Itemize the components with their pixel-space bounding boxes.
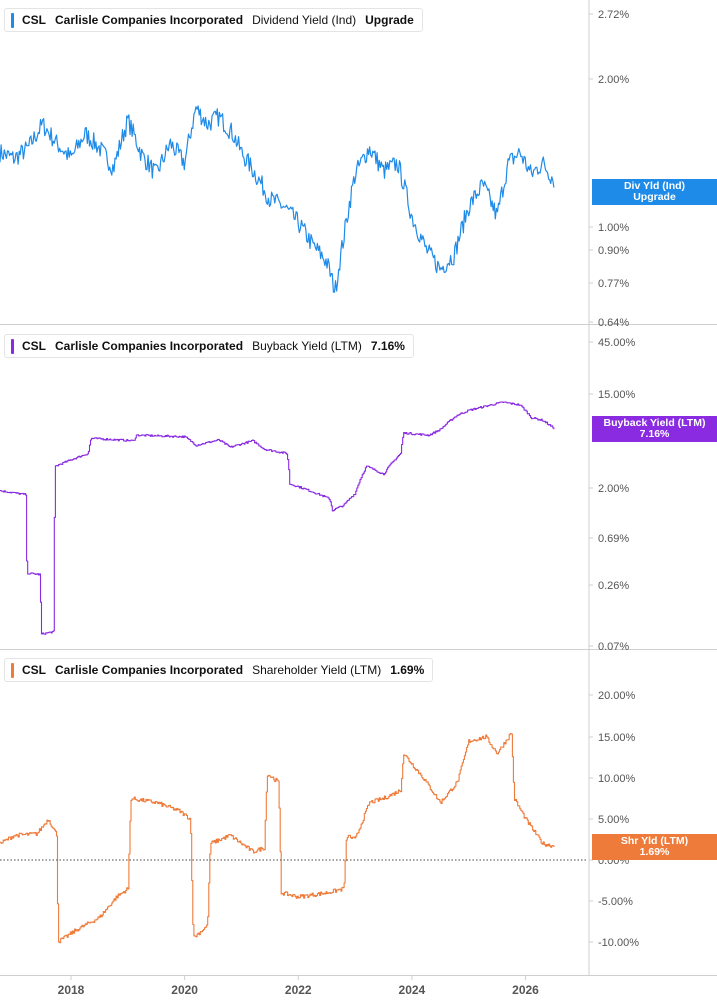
legend-ticker: CSL — [22, 663, 46, 677]
legend-swatch-dividend — [11, 12, 14, 28]
tag-label: Buyback Yield (LTM) — [603, 417, 706, 429]
y-tick-label: 1.00% — [598, 222, 629, 234]
y-tick-label: 0.69% — [598, 533, 629, 545]
legend-company: Carlisle Companies Incorporated — [55, 663, 244, 677]
legend-value: 1.69% — [390, 663, 425, 677]
y-tick-label: 0.26% — [598, 580, 629, 592]
x-tick-label: 2026 — [512, 983, 539, 997]
tag-shareholder: Shr Yld (LTM) 1.69% — [592, 834, 717, 860]
y-tick-label: 2.00% — [598, 483, 629, 495]
tag-label: Div Yld (Ind) — [623, 180, 686, 192]
legend-company: Carlisle Companies Incorporated — [55, 339, 244, 353]
legend-metric: Dividend Yield (Ind) — [252, 13, 357, 27]
tag-label: Shr Yld (LTM) — [620, 835, 689, 847]
x-axis: 2018 2020 2022 2024 2026 — [58, 975, 539, 997]
y-tick-label: 2.72% — [598, 9, 629, 21]
y-tick-label: 20.00% — [598, 690, 636, 702]
x-tick-label: 2022 — [285, 983, 312, 997]
tag-dividend: Div Yld (Ind) Upgrade — [592, 179, 717, 205]
legend-value[interactable]: Upgrade — [365, 13, 414, 27]
tag-value: 1.69% — [639, 846, 670, 858]
tag-buyback: Buyback Yield (LTM) 7.16% — [592, 416, 717, 442]
y-tick-label: -10.00% — [598, 937, 639, 949]
y-tick-label: 2.00% — [598, 74, 629, 86]
legend-metric: Shareholder Yield (LTM) — [252, 663, 382, 677]
legend-swatch-shareholder — [11, 662, 14, 678]
tag-value: 7.16% — [639, 428, 670, 440]
y-tick-label: 45.00% — [598, 337, 636, 349]
legend-swatch-buyback — [11, 338, 14, 354]
legend-metric: Buyback Yield (LTM) — [252, 339, 362, 353]
legend-buyback[interactable]: CSL Carlisle Companies Incorporated Buyb… — [4, 334, 414, 358]
x-tick-label: 2024 — [399, 983, 426, 997]
x-tick-label: 2018 — [58, 983, 85, 997]
y-tick-label: 15.00% — [598, 732, 636, 744]
y-tick-label: 10.00% — [598, 773, 636, 785]
y-tick-label: 0.90% — [598, 245, 629, 257]
x-tick-label: 2020 — [171, 983, 198, 997]
series-line-shareholder — [0, 733, 555, 944]
legend-dividend[interactable]: CSL Carlisle Companies Incorporated Divi… — [4, 8, 423, 32]
series-lines — [0, 105, 588, 944]
legend-value: 7.16% — [370, 339, 405, 353]
y-tick-label: 15.00% — [598, 389, 636, 401]
series-line-buyback — [0, 401, 555, 635]
y-tick-label: -5.00% — [598, 896, 633, 908]
legend-shareholder[interactable]: CSL Carlisle Companies Incorporated Shar… — [4, 658, 434, 682]
legend-ticker: CSL — [22, 13, 46, 27]
legend-ticker: CSL — [22, 339, 46, 353]
legend-company: Carlisle Companies Incorporated — [55, 13, 244, 27]
y-axes: 2.72% 2.00% 1.00% 0.90% 0.77% 0.64% 45.00% 15.0… — [589, 9, 639, 949]
y-tick-label: 0.64% — [598, 317, 629, 329]
y-tick-label: 0.77% — [598, 278, 629, 290]
y-tick-label: 0.07% — [598, 641, 629, 653]
tag-value: Upgrade — [633, 191, 676, 203]
y-tick-label: 5.00% — [598, 814, 629, 826]
series-line-dividend — [0, 105, 555, 293]
